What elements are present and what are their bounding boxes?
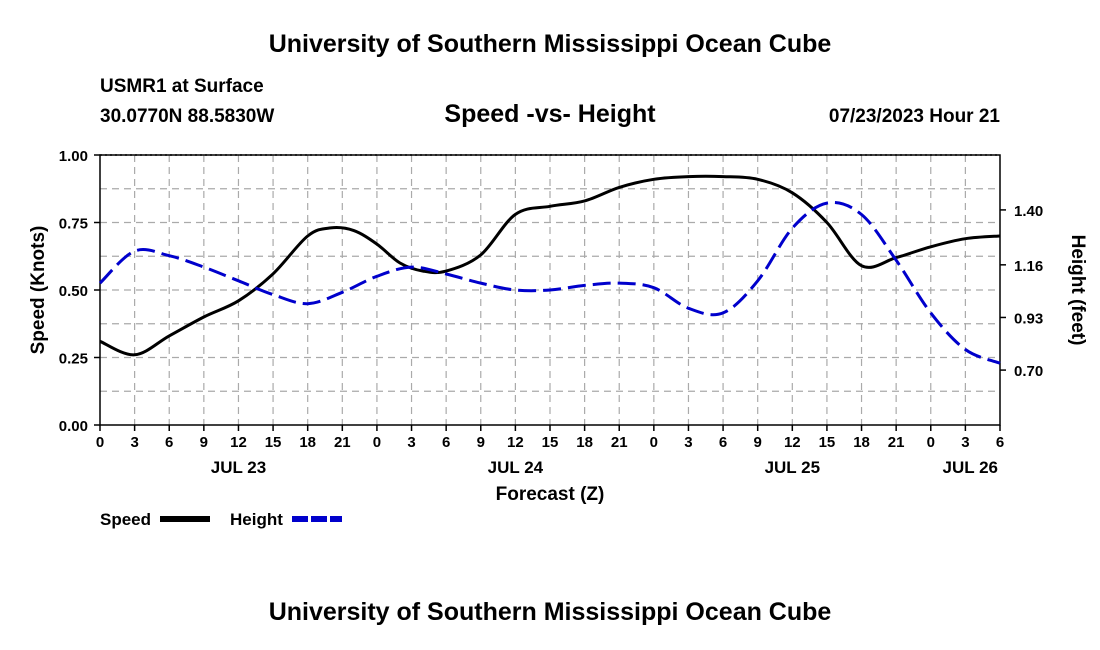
series-line-height	[98, 201, 1001, 365]
x-tick-label: 6	[996, 434, 1004, 451]
legend-label-height: Height	[230, 510, 283, 529]
y-tick-label: 0.00	[59, 418, 88, 435]
y-tick-label: 1.00	[59, 148, 88, 165]
x-tick-label: 9	[200, 434, 208, 451]
x-axis-title: Forecast (Z)	[496, 484, 605, 505]
y-tick-label: 0.25	[59, 351, 88, 368]
x-tick-label: 18	[576, 434, 593, 451]
y-tick-label: 0.50	[59, 283, 88, 300]
x-tick-label: 3	[684, 434, 692, 451]
coordinates-label: 30.0770N 88.5830W	[100, 106, 275, 127]
x-tick-label: 9	[477, 434, 485, 451]
grid	[100, 154, 1000, 425]
y-tick-label: 0.75	[59, 216, 88, 233]
axis-labels: 0.00 0.25 0.50 0.75 1.00 0.70 0.93 1.16 1.40 0 3 6 9…	[28, 148, 1088, 505]
y2-tick-label: 1.40	[1014, 203, 1043, 220]
x-tick-label: 15	[542, 434, 559, 451]
x-tick-label: 0	[927, 434, 935, 451]
date-label: JUL 24	[488, 458, 544, 477]
date-label: JUL 23	[211, 458, 266, 477]
chart-subtitle: Speed -vs- Height	[444, 100, 656, 128]
date-label: JUL 26	[943, 458, 998, 477]
x-tick-label: 18	[853, 434, 870, 451]
x-tick-label: 12	[230, 434, 247, 451]
x-tick-label: 6	[165, 434, 173, 451]
x-tick-label: 21	[888, 434, 905, 451]
y2-axis-title: Height (feet)	[1067, 235, 1088, 346]
x-tick-label: 3	[961, 434, 969, 451]
forecast-datetime: 07/23/2023 Hour 21	[828, 106, 1000, 127]
y-axis-title: Speed (Knots)	[28, 226, 49, 355]
x-tick-label: 21	[611, 434, 628, 451]
date-label: JUL 25	[765, 458, 820, 477]
series	[98, 174, 1001, 365]
station-label: USMR1 at Surface	[100, 76, 264, 97]
x-tick-label: 3	[407, 434, 415, 451]
x-tick-label: 6	[442, 434, 450, 451]
x-tick-label: 21	[334, 434, 351, 451]
x-tick-label: 15	[265, 434, 282, 451]
y2-tick-label: 1.16	[1014, 258, 1043, 275]
x-tick-label: 12	[507, 434, 524, 451]
chart-title: University of Southern Mississippi Ocean…	[268, 30, 832, 58]
tick-marks	[94, 154, 1006, 431]
series-line-speed	[99, 174, 1001, 357]
legend: Speed Height	[100, 510, 342, 529]
x-tick-label: 0	[96, 434, 104, 451]
y2-tick-label: 0.93	[1014, 310, 1043, 327]
x-tick-label: 0	[650, 434, 658, 451]
x-tick-label: 3	[130, 434, 138, 451]
y2-tick-label: 0.70	[1014, 363, 1043, 380]
x-tick-label: 6	[719, 434, 727, 451]
x-tick-label: 9	[754, 434, 762, 451]
x-tick-label: 18	[299, 434, 316, 451]
x-tick-label: 0	[373, 434, 381, 451]
x-tick-label: 12	[784, 434, 801, 451]
footer-title: University of Southern Mississippi Ocean…	[268, 598, 832, 626]
legend-label-speed: Speed	[100, 510, 151, 529]
x-tick-label: 15	[819, 434, 836, 451]
